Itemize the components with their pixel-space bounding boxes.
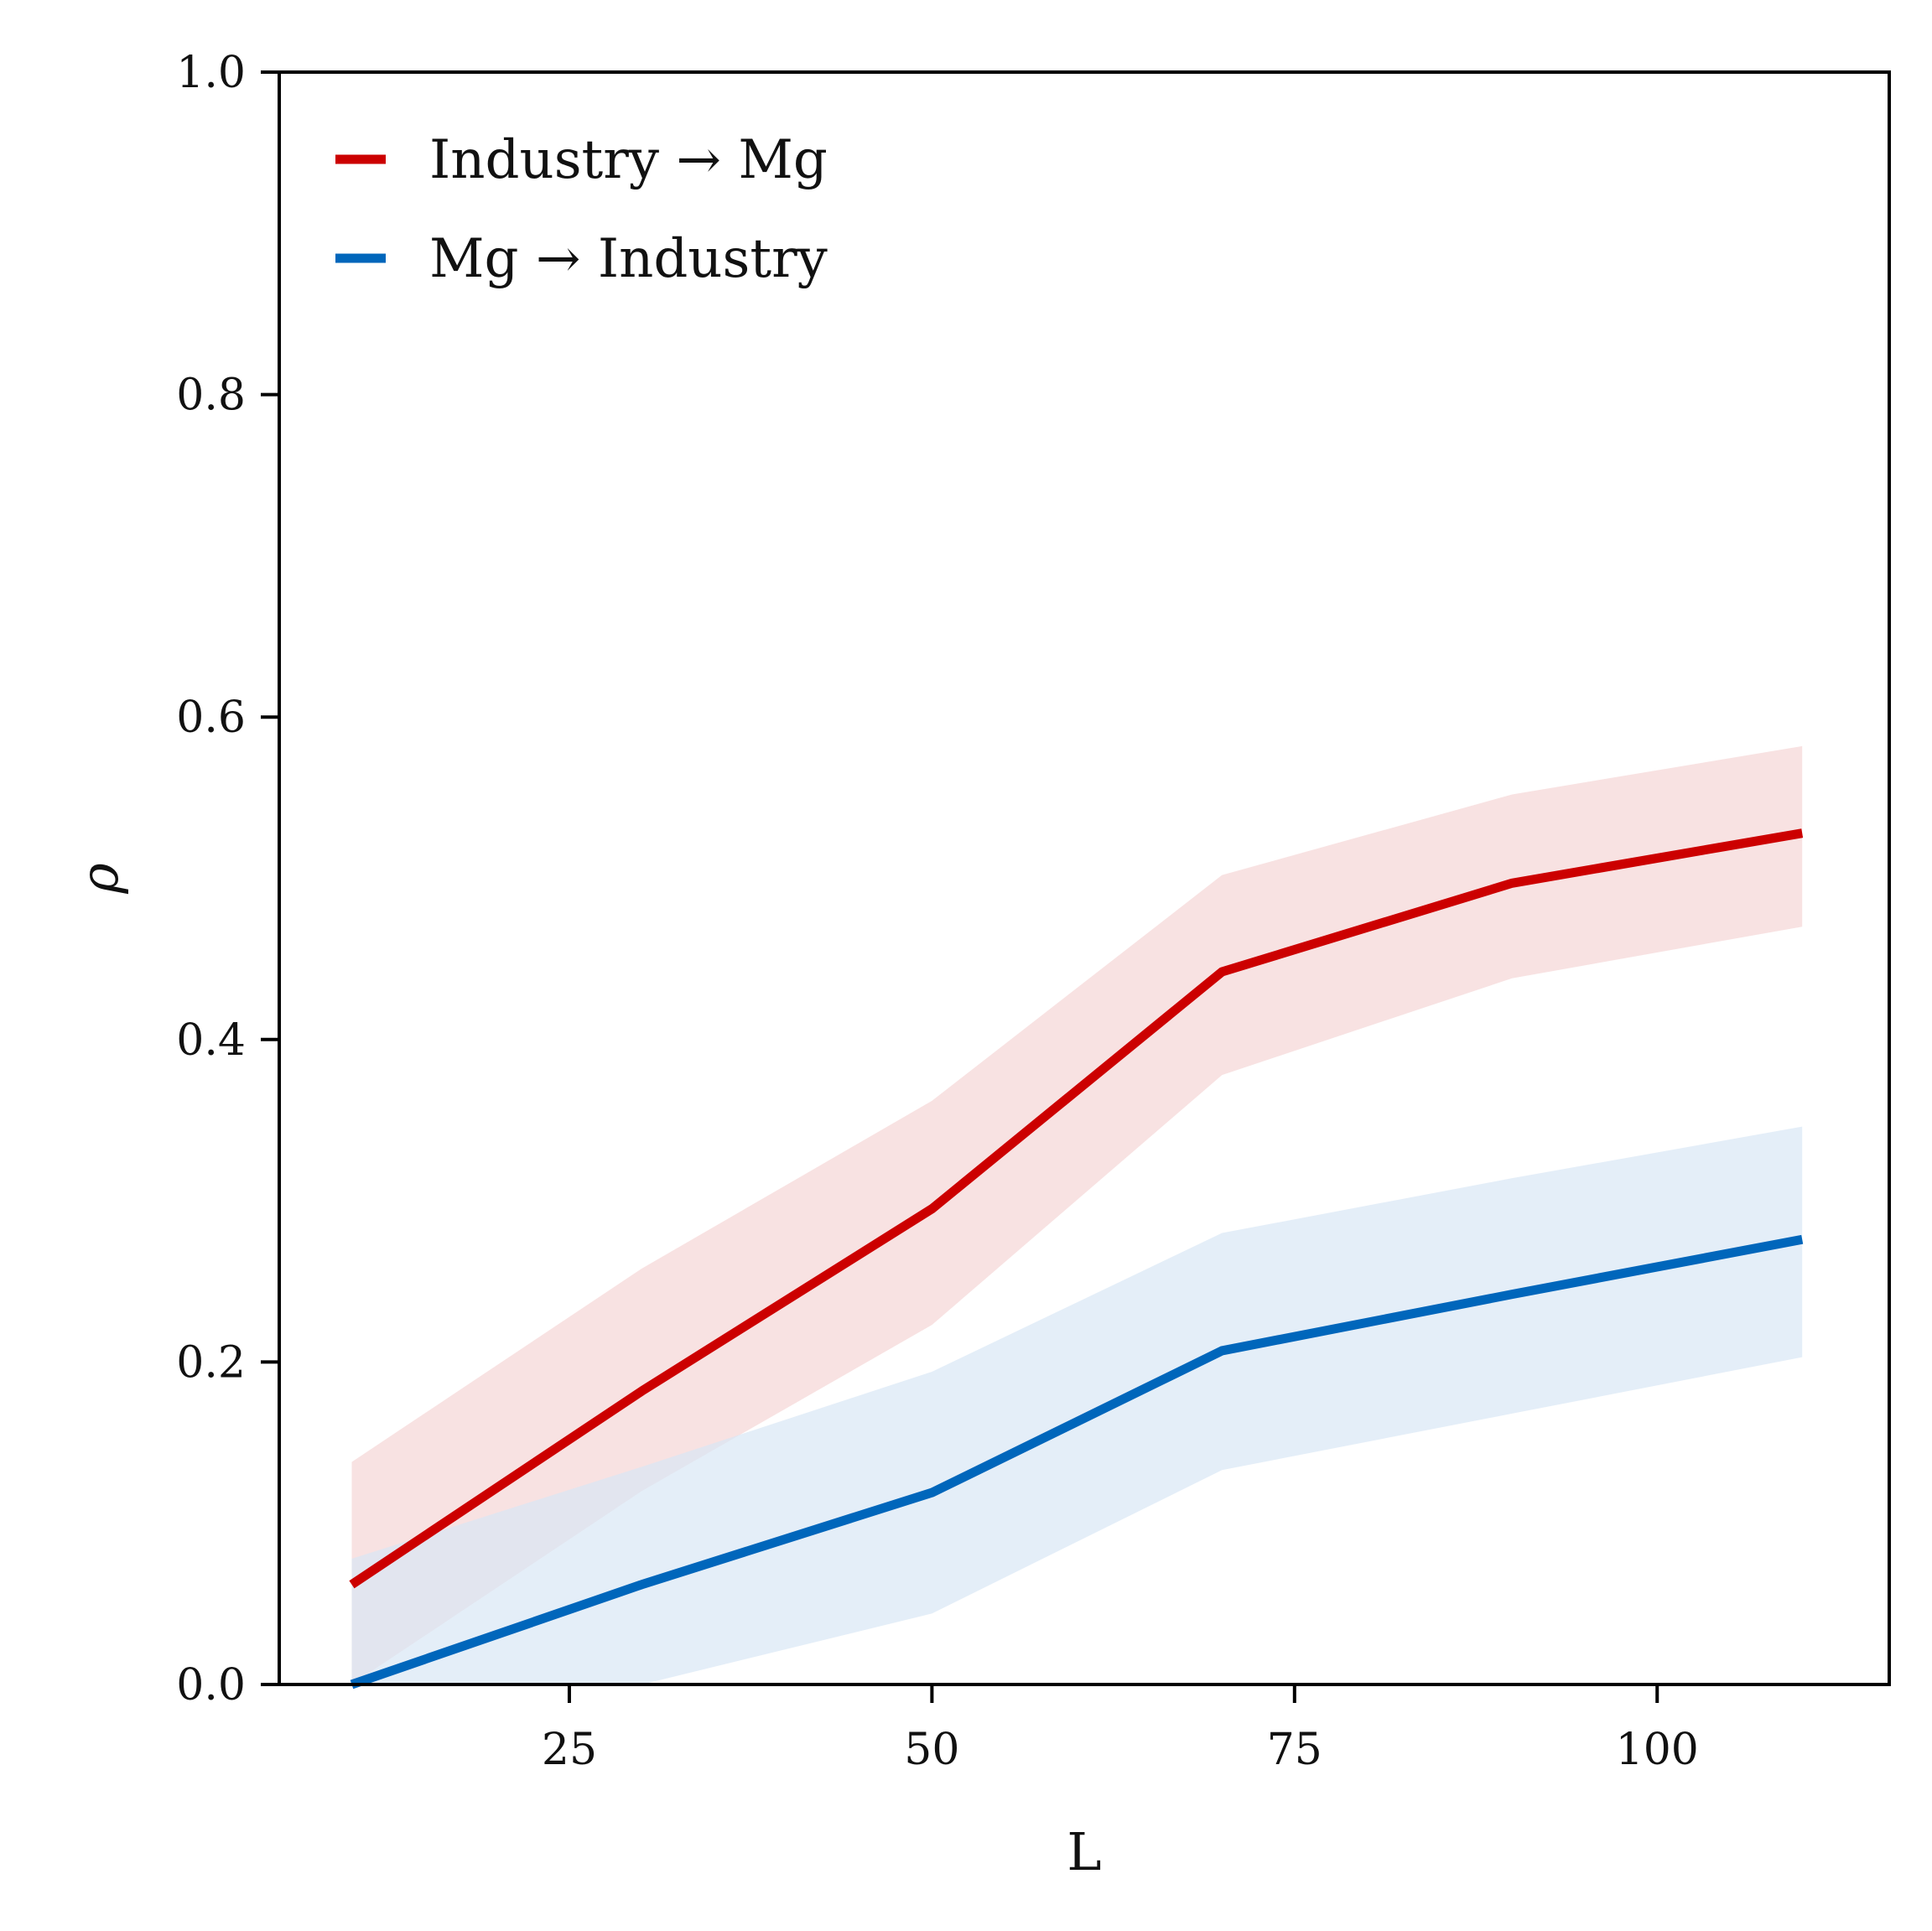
y-tick-label: 0.8 — [176, 371, 246, 421]
y-tick-label: 0.2 — [176, 1337, 246, 1388]
x-tick-label: 75 — [1267, 1725, 1322, 1775]
line-series-1 — [349, 828, 1804, 1589]
x-axis-label: L — [1067, 1821, 1101, 1882]
x-tick-label: 50 — [904, 1725, 959, 1775]
y-tick-label: 1.0 — [176, 48, 246, 98]
line-series-2 — [350, 1234, 1804, 1690]
legend-label-1: Industry → Mg — [429, 129, 828, 191]
legend-label-2: Mg → Industry — [429, 228, 828, 290]
band-series-2 — [351, 1126, 1803, 1684]
y-tick-label: 0.6 — [176, 693, 246, 743]
y-tick-label: 0.4 — [176, 1015, 246, 1066]
legend: Industry → Mg Mg → Industry — [335, 129, 828, 290]
y-axis-label: ρ — [69, 863, 130, 894]
x-tick-label: 25 — [542, 1725, 597, 1775]
plot-frame — [278, 70, 1891, 1686]
series-lines — [349, 828, 1804, 1690]
y-axis-ticks: 0.0 0.2 0.4 0.6 0.8 1.0 — [176, 48, 279, 1710]
x-axis-ticks: 25 50 75 100 — [542, 1684, 1699, 1775]
band-series-1 — [351, 745, 1803, 1685]
confidence-bands — [351, 745, 1803, 1685]
x-tick-label: 100 — [1616, 1725, 1699, 1775]
y-tick-label: 0.0 — [176, 1660, 246, 1710]
